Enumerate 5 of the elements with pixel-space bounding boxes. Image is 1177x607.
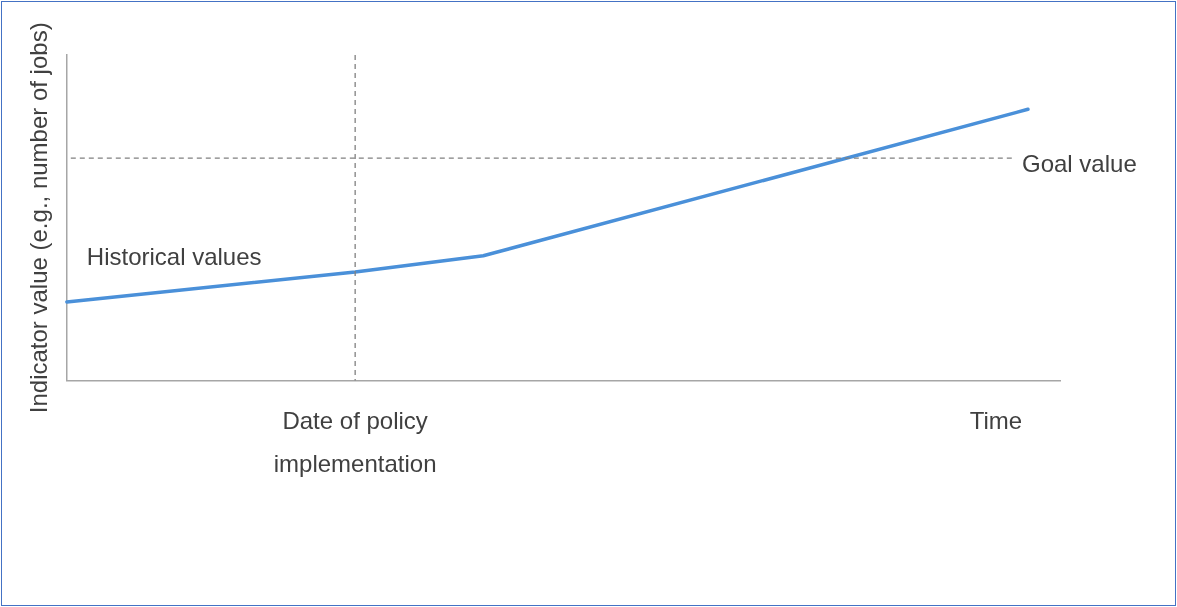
y-axis-title: Indicator value (e.g., number of jobs) [25,22,53,414]
x-tick-label: Time [969,406,1023,434]
x-tick-label: Date of policy implementation [273,406,437,478]
annotation: Historical values [86,243,262,271]
ref-line-label: Goal value [1022,149,1137,177]
